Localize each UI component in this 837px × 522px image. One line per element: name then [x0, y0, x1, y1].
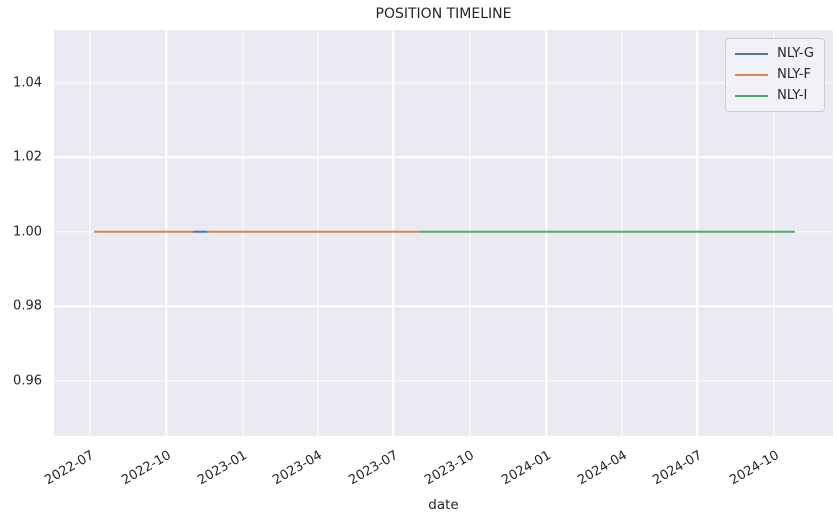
- y-tick-label: 1.04: [13, 75, 42, 91]
- legend-line-swatch: [735, 94, 769, 98]
- gridline-vertical: [88, 30, 91, 436]
- x-axis-tick-labels: 2022-07 2022-10 2023-01 2023-04 2023-07 2023-…: [43, 436, 833, 498]
- x-tick-label: 2022-07: [42, 448, 98, 489]
- x-tick-label: 2024-04: [574, 448, 630, 489]
- legend-label: NLY-F: [777, 67, 811, 82]
- legend-item-nly-i: NLY-I: [735, 88, 814, 104]
- x-tick-label: 2023-01: [195, 448, 251, 489]
- series-line-nly-f: [206, 230, 420, 234]
- gridline-horizontal: [54, 156, 833, 159]
- plot-area: NLY-G NLY-F NLY-I: [54, 30, 833, 436]
- x-tick-label: 2024-07: [650, 448, 705, 489]
- y-tick-label: 1.00: [13, 224, 42, 240]
- legend-line-swatch: [735, 73, 769, 77]
- y-tick-label: 1.02: [13, 149, 42, 165]
- series-line-nly-f: [93, 230, 193, 234]
- series-line-nly-i: [419, 230, 795, 234]
- legend-item-nly-f: NLY-F: [735, 67, 814, 83]
- y-axis-tick-labels: 1.04 1.02 1.00 0.98 0.96: [0, 30, 42, 436]
- legend-label: NLY-G: [777, 46, 814, 61]
- y-tick-label: 0.98: [13, 298, 42, 314]
- x-tick-label: 2024-10: [726, 448, 782, 489]
- x-tick-label: 2023-10: [422, 448, 478, 489]
- chart-title: POSITION TIMELINE: [375, 6, 512, 22]
- x-tick-label: 2023-04: [270, 448, 326, 489]
- y-tick-label: 0.96: [13, 373, 42, 389]
- gridline-horizontal: [54, 305, 833, 308]
- gridline-horizontal: [54, 82, 833, 84]
- legend-item-nly-g: NLY-G: [735, 46, 814, 62]
- legend-label: NLY-I: [777, 88, 808, 103]
- x-axis-label: date: [428, 497, 459, 513]
- legend-line-swatch: [735, 52, 769, 56]
- legend: NLY-G NLY-F NLY-I: [725, 38, 825, 112]
- x-tick-label: 2024-01: [499, 448, 554, 489]
- gridline-horizontal: [54, 380, 833, 382]
- series-line-nly-g: [192, 230, 207, 234]
- x-tick-label: 2023-07: [346, 448, 401, 489]
- x-tick-label: 2022-10: [119, 448, 174, 489]
